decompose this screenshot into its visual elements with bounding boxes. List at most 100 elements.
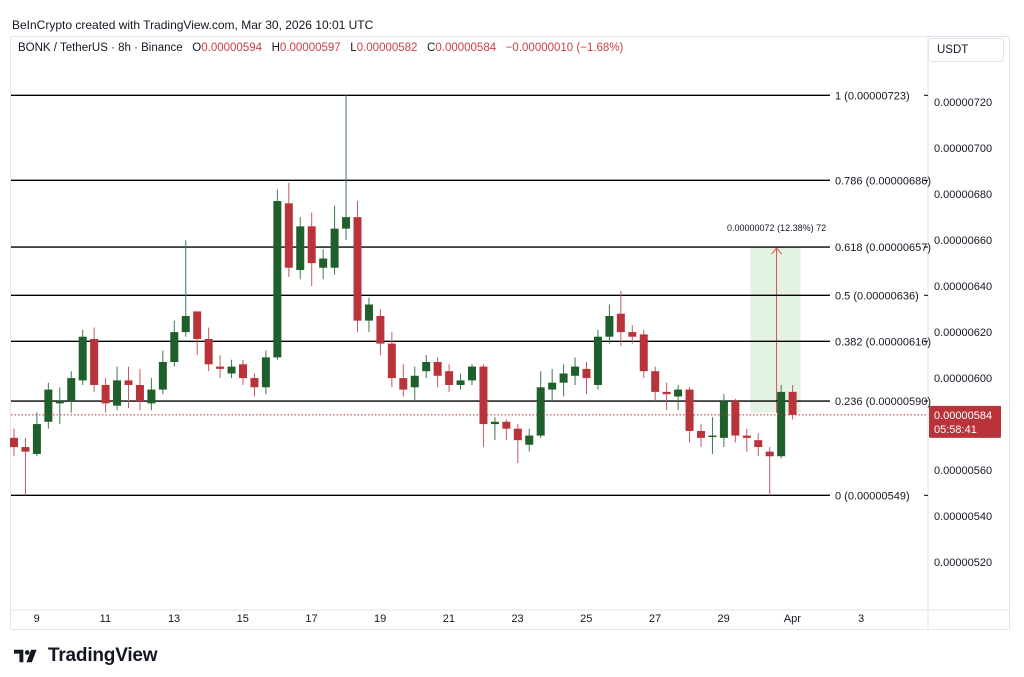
candle-body bbox=[685, 389, 694, 431]
fib-level-label: 0.236 (0.00000590) bbox=[835, 396, 931, 408]
candle-body bbox=[410, 375, 419, 388]
fib-level-label: 0 (0.00000549) bbox=[835, 490, 910, 502]
close-label: C bbox=[427, 42, 436, 54]
candle-body bbox=[227, 366, 236, 374]
candle-body bbox=[662, 391, 671, 395]
low-label: L bbox=[350, 42, 357, 54]
candle-body bbox=[719, 401, 728, 438]
y-tick-label: 0.00000600 bbox=[934, 373, 992, 385]
candle-body bbox=[273, 201, 282, 358]
candle-body bbox=[422, 361, 431, 372]
candle-body bbox=[44, 389, 53, 422]
candle-body bbox=[193, 311, 202, 339]
candle-body bbox=[170, 332, 179, 362]
chart-credit: BeInCrypto created with TradingView.com,… bbox=[12, 18, 374, 32]
candle-body bbox=[90, 339, 99, 385]
x-tick-label: 29 bbox=[718, 613, 730, 625]
chart-frame bbox=[10, 36, 1010, 630]
candle-body bbox=[674, 389, 683, 397]
candle-body bbox=[32, 424, 41, 454]
candle-body bbox=[754, 440, 763, 448]
candle-body bbox=[67, 378, 76, 402]
fib-level-label: 0.382 (0.00000616) bbox=[835, 336, 931, 348]
low-value: 0.00000582 bbox=[356, 42, 418, 54]
candle-body bbox=[490, 421, 499, 425]
ohlc-legend: BONK / TetherUS · 8h · Binance O0.000005… bbox=[18, 42, 623, 54]
fib-level-label: 0.5 (0.00000636) bbox=[835, 290, 919, 302]
candle-body bbox=[582, 368, 591, 379]
x-tick-label: 27 bbox=[649, 613, 661, 625]
open-label: O bbox=[192, 42, 202, 54]
candle-body bbox=[101, 384, 110, 404]
y-tick-label: 0.00000640 bbox=[934, 281, 992, 293]
candle-body bbox=[742, 435, 751, 438]
y-tick-label: 0.00000540 bbox=[934, 511, 992, 523]
y-tick-label: 0.00000660 bbox=[934, 235, 992, 247]
candle-body bbox=[708, 435, 717, 438]
candle-body bbox=[765, 451, 774, 457]
candle-body bbox=[239, 364, 247, 379]
close-value: 0.00000584 bbox=[435, 42, 497, 54]
candle-body bbox=[204, 339, 213, 365]
tradingview-wordmark: TradingView bbox=[48, 645, 158, 666]
candle-body bbox=[445, 371, 454, 385]
x-tick-label: 13 bbox=[168, 613, 180, 625]
candle-body bbox=[376, 316, 385, 344]
candle-body bbox=[319, 258, 328, 268]
candle-body bbox=[777, 391, 786, 457]
symbol-label[interactable]: BONK / TetherUS · 8h · Binance bbox=[18, 42, 183, 54]
last-price-badge bbox=[929, 405, 1001, 438]
candle-body bbox=[605, 316, 614, 337]
fib-level-label: 1 (0.00000723) bbox=[835, 90, 910, 102]
x-tick-label: 3 bbox=[858, 613, 864, 625]
last-price-countdown: 05:58:41 bbox=[934, 424, 977, 436]
candle-body bbox=[536, 387, 545, 436]
candle-body bbox=[616, 313, 625, 333]
candle-body bbox=[788, 391, 797, 415]
last-price-label: 0.00000584 bbox=[934, 410, 992, 422]
candle-body bbox=[158, 361, 167, 390]
y-tick-label: 0.00000620 bbox=[934, 327, 992, 339]
x-tick-label: 11 bbox=[100, 613, 111, 625]
open-value: 0.00000594 bbox=[201, 42, 263, 54]
change-value: −0.00000010 (−1.68%) bbox=[505, 42, 624, 54]
candle-body bbox=[593, 336, 602, 385]
candle-body bbox=[147, 389, 156, 404]
x-tick-label: 21 bbox=[443, 613, 455, 625]
measure-label: 0.00000072 (12.38%) 72 bbox=[727, 223, 826, 233]
candle-body bbox=[296, 226, 305, 271]
candle-body bbox=[21, 447, 30, 452]
candle-body bbox=[502, 421, 511, 429]
measure-arrow-head bbox=[771, 247, 782, 255]
candle-body bbox=[261, 357, 270, 388]
tradingview-logo: TradingView bbox=[14, 645, 158, 667]
candle-body bbox=[10, 437, 18, 448]
candle-body bbox=[433, 361, 442, 376]
candle-body bbox=[731, 401, 740, 436]
candle-body bbox=[342, 217, 351, 229]
candle-body bbox=[78, 336, 87, 381]
candle-body bbox=[697, 430, 705, 438]
x-tick-label: 17 bbox=[305, 613, 317, 625]
fib-level-label: 0.786 (0.00000686) bbox=[835, 175, 931, 187]
candle-body bbox=[364, 304, 373, 321]
x-tick-label: 25 bbox=[580, 613, 592, 625]
candle-body bbox=[55, 401, 64, 404]
high-label: H bbox=[271, 42, 280, 54]
y-tick-label: 0.00000700 bbox=[934, 143, 992, 155]
candle-body bbox=[525, 435, 534, 445]
candle-body bbox=[307, 226, 316, 264]
currency-unit-button[interactable]: USDT bbox=[928, 38, 1004, 62]
candle-body bbox=[513, 428, 522, 441]
candle-body bbox=[399, 378, 408, 390]
candle-body bbox=[479, 366, 488, 425]
high-value: 0.00000597 bbox=[279, 42, 341, 54]
tradingview-logo-icon bbox=[14, 649, 37, 663]
fib-level-label: 0.618 (0.00000657) bbox=[835, 242, 931, 254]
y-tick-label: 0.00000560 bbox=[934, 465, 992, 477]
candle-body bbox=[548, 382, 557, 390]
candle-body bbox=[353, 217, 362, 321]
x-tick-label: 15 bbox=[237, 613, 249, 625]
x-tick-label: 9 bbox=[34, 613, 40, 625]
